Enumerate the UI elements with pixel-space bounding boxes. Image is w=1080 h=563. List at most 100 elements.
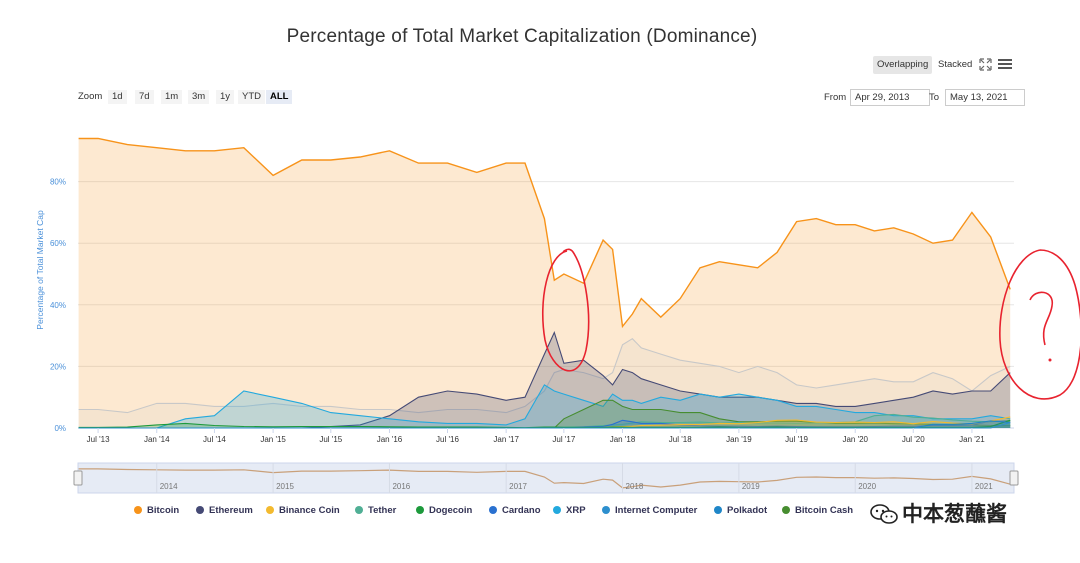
- area-bitcoin-cash: [78, 400, 1011, 428]
- legend-marker: [134, 506, 142, 514]
- zoom-all-button[interactable]: ALL: [266, 90, 293, 104]
- legend-item-cardano[interactable]: Cardano: [489, 504, 541, 518]
- area-cardano: [78, 420, 1011, 428]
- from-date-input[interactable]: Apr 29, 2013: [850, 89, 930, 106]
- legend-label: Bitcoin Cash: [795, 505, 854, 516]
- x-tick-label: Jan '21: [959, 435, 985, 444]
- watermark-text: 中本葱蘸酱: [902, 503, 1007, 526]
- area-others: [78, 338, 1011, 428]
- legend-label: Cardano: [502, 505, 541, 516]
- line-binance-coin: [78, 416, 1011, 429]
- legend-marker: [602, 506, 610, 514]
- navigator-tick-label: 2017: [509, 482, 527, 491]
- line-bitcoin-cash: [78, 399, 1011, 429]
- legend-label: Dogecoin: [429, 505, 473, 516]
- x-tick-label: Jan '15: [260, 435, 286, 444]
- navigator-tick-label: 2015: [276, 482, 294, 491]
- x-tick-label: Jan '18: [610, 435, 636, 444]
- zoom-ytd-button[interactable]: YTD: [238, 90, 265, 104]
- navigator-tick-label: 2014: [160, 482, 178, 491]
- navigator-tick-label: 2019: [742, 482, 760, 491]
- x-tick-label: Jul '18: [669, 435, 692, 444]
- legend-marker: [489, 506, 497, 514]
- navigator-series: [78, 468, 1011, 489]
- legend-marker: [355, 506, 363, 514]
- line-internet-computer: [78, 421, 1011, 429]
- y-axis-label: Percentage of Total Market Cap: [35, 210, 45, 330]
- y-tick-label: 60%: [50, 239, 66, 248]
- y-tick-label: 0%: [54, 424, 66, 433]
- legend-item-polkadot[interactable]: Polkadot: [714, 504, 767, 518]
- to-label: To: [929, 92, 940, 103]
- stacked-mode-button[interactable]: Stacked: [938, 59, 973, 70]
- line-bitcoin: [78, 137, 1011, 329]
- area-internet-computer: [78, 422, 1011, 428]
- line-others: [78, 337, 1011, 414]
- legend-marker: [782, 506, 790, 514]
- legend-label: Binance Coin: [279, 505, 340, 516]
- area-xrp: [78, 384, 1011, 428]
- legend-label: Polkadot: [727, 505, 768, 516]
- area-tether: [78, 414, 1011, 428]
- legend-label: Ethereum: [209, 505, 253, 516]
- legend-marker: [196, 506, 204, 514]
- zoom-3m-button[interactable]: 3m: [188, 90, 210, 104]
- legend-item-internet-computer[interactable]: Internet Computer: [602, 504, 697, 518]
- line-cardano: [78, 419, 1011, 429]
- zoom-1m-button[interactable]: 1m: [161, 90, 183, 104]
- navigator-mask[interactable]: [77, 462, 1015, 494]
- to-date-input[interactable]: May 13, 2021: [945, 89, 1025, 106]
- zoom-1d-button[interactable]: 1d: [108, 90, 127, 104]
- legend-item-bitcoin-cash[interactable]: Bitcoin Cash: [782, 504, 853, 518]
- area-bitcoin: [78, 138, 1011, 428]
- chart-title: Percentage of Total Market Capitalizatio…: [286, 26, 758, 47]
- area-ethereum: [78, 332, 1011, 428]
- navigator-handle-right[interactable]: [1009, 470, 1019, 486]
- legend-item-tether[interactable]: Tether: [355, 504, 396, 518]
- watermark: 中本葱蘸酱: [870, 498, 1007, 528]
- x-tick-label: Jan '19: [726, 435, 752, 444]
- legend-marker: [553, 506, 561, 514]
- legend-label: XRP: [566, 505, 586, 516]
- menu-icon[interactable]: [998, 58, 1012, 70]
- legend-marker: [416, 506, 424, 514]
- legend-item-binance-coin[interactable]: Binance Coin: [266, 504, 340, 518]
- legend-item-ethereum[interactable]: Ethereum: [196, 504, 253, 518]
- legend-marker: [714, 506, 722, 514]
- navigator-tick-label: 2016: [392, 482, 410, 491]
- navigator-tick-label: 2021: [975, 482, 993, 491]
- legend-label: Tether: [368, 505, 397, 516]
- annotation-circle: [542, 248, 590, 372]
- from-label: From: [824, 92, 847, 103]
- question-mark-dot: [1048, 358, 1052, 362]
- legend-marker: [266, 506, 274, 514]
- x-tick-label: Jul '16: [436, 435, 459, 444]
- x-tick-label: Jan '20: [842, 435, 868, 444]
- legend-item-bitcoin[interactable]: Bitcoin: [134, 504, 179, 518]
- navigator-tick-label: 2018: [626, 482, 644, 491]
- fullscreen-icon[interactable]: [979, 58, 992, 71]
- navigator-handle-left[interactable]: [73, 470, 83, 486]
- zoom-7d-button[interactable]: 7d: [135, 90, 154, 104]
- x-tick-label: Jul '15: [319, 435, 342, 444]
- line-tether: [78, 413, 1011, 429]
- area-dogecoin: [78, 420, 1011, 428]
- legend-item-dogecoin[interactable]: Dogecoin: [416, 504, 472, 518]
- x-tick-label: Jul '19: [785, 435, 808, 444]
- x-tick-label: Jul '17: [552, 435, 575, 444]
- zoom-1y-button[interactable]: 1y: [216, 90, 235, 104]
- y-tick-label: 80%: [50, 178, 66, 187]
- question-mark-icon: [1029, 291, 1053, 346]
- x-tick-label: Jul '20: [902, 435, 925, 444]
- x-tick-label: Jul '13: [87, 435, 110, 444]
- overlapping-mode-button[interactable]: Overlapping: [873, 56, 933, 74]
- legend-label: Internet Computer: [615, 505, 698, 516]
- line-polkadot: [78, 420, 1011, 429]
- annotation-circle-right: [999, 249, 1080, 400]
- y-tick-label: 20%: [50, 362, 66, 371]
- wechat-icon: [870, 504, 898, 524]
- legend-item-xrp[interactable]: XRP: [553, 504, 586, 518]
- y-tick-label: 40%: [50, 301, 66, 310]
- x-tick-label: Jan '14: [144, 435, 170, 444]
